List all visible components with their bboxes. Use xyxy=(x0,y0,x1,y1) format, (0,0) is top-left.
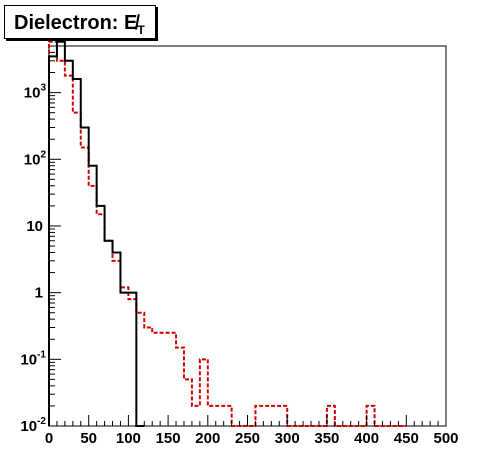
y-tick-label: 10-2 xyxy=(20,416,46,435)
y-tick-label: 10 xyxy=(26,218,43,235)
histogram-series-0 xyxy=(48,40,145,427)
chart-title: Dielectron: E̸T xyxy=(14,12,145,37)
y-tick-label: 103 xyxy=(24,83,47,102)
title-prefix: Dielectron: xyxy=(14,12,125,34)
y-tick-label: 1 xyxy=(35,285,43,302)
x-tick-label: 50 xyxy=(80,430,97,447)
title-subscript: T xyxy=(137,23,145,37)
x-tick-label: 200 xyxy=(195,430,220,447)
x-tick-label: 250 xyxy=(235,430,260,447)
x-tick-label: 100 xyxy=(116,430,141,447)
y-tick-label: 10-1 xyxy=(20,349,46,368)
x-tick-label: 300 xyxy=(275,430,300,447)
x-tick-label: 500 xyxy=(433,430,458,447)
title-box: Dielectron: E̸T xyxy=(4,5,156,39)
histogram-layer xyxy=(48,40,407,427)
x-tick-label: 350 xyxy=(314,430,339,447)
y-tick-label: 102 xyxy=(24,149,47,168)
histogram-series-1 xyxy=(48,40,407,427)
axes-layer: 0 50 100 150 200 250 300 350 400 450 500 10-2 10-1 1 1… xyxy=(20,51,459,447)
x-tick-label: 150 xyxy=(156,430,181,447)
x-tick-label: 400 xyxy=(354,430,379,447)
plot-frame xyxy=(48,45,447,427)
x-tick-label: 0 xyxy=(45,430,53,447)
title-symbol: E̸ xyxy=(124,12,138,34)
x-tick-label: 450 xyxy=(394,430,419,447)
